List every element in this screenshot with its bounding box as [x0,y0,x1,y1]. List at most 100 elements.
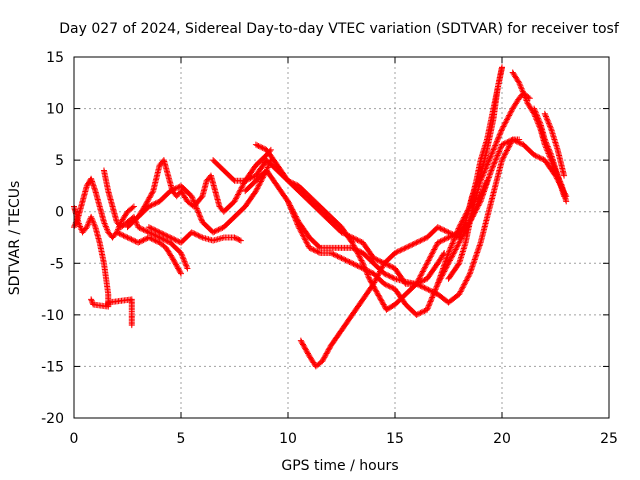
data-point [324,349,331,356]
data-point [379,264,386,271]
data-point [295,222,302,229]
data-point [504,115,511,122]
data-point [545,146,552,153]
data-point [315,249,322,256]
data-point [426,287,433,294]
data-point [145,203,152,210]
data-point [133,221,140,228]
data-point [457,288,464,295]
data-point [492,142,499,149]
data-point [188,193,195,200]
data-point [376,293,383,300]
data-point [531,106,538,113]
y-tick-label: 10 [46,102,64,118]
data-point [367,269,374,276]
data-point [256,143,263,150]
data-point [119,231,126,238]
data-point [196,233,203,240]
data-point [174,264,181,271]
data-point [191,230,198,237]
data-point [148,190,155,197]
data-point [457,221,464,228]
data-point [501,153,508,160]
data-point [172,237,179,244]
data-point [100,219,107,226]
data-point [244,176,251,183]
data-point [433,283,440,290]
data-point [481,184,488,191]
data-point [491,159,498,166]
data-point [232,197,239,204]
data-point [151,237,158,244]
data-point [145,197,152,204]
data-point [432,286,439,293]
series-track-04 [145,224,244,246]
data-point [453,230,460,237]
data-point [507,109,514,116]
data-point [190,197,197,204]
data-point [366,275,373,282]
data-point [486,157,493,164]
data-point [478,191,485,198]
data-point [478,190,485,197]
data-point [492,141,499,148]
data-point [156,229,163,236]
data-point [377,258,384,265]
data-point [500,123,507,130]
data-point [173,262,180,269]
data-point [145,195,152,202]
data-point [84,222,91,229]
data-point [378,265,385,272]
data-point [416,274,423,281]
data-point [216,226,223,233]
data-point [349,239,356,246]
data-point [143,200,150,207]
data-point [523,97,530,104]
data-point [356,253,363,260]
data-point [393,249,400,256]
data-point [309,246,316,253]
data-point [307,245,314,252]
data-point [503,117,510,124]
data-point [230,176,237,183]
data-point [417,272,424,279]
data-point [331,251,338,258]
y-tick-label: -10 [41,308,64,324]
data-point [353,236,360,243]
data-point [421,284,428,291]
data-point [446,229,453,236]
data-point [287,179,294,186]
data-point [161,237,168,244]
data-point [542,112,549,119]
data-point [374,291,381,298]
data-point [211,228,218,235]
data-point [502,150,509,157]
data-point [171,186,178,193]
data-point [376,269,383,276]
data-point [357,238,364,245]
data-point [351,243,358,250]
data-point [543,114,550,121]
data-point [352,246,359,253]
data-point [521,91,528,98]
data-point [497,128,504,135]
data-point [173,237,180,244]
data-point [421,235,428,242]
data-point [319,358,326,365]
data-point [237,237,244,244]
series-track-13 [434,64,505,287]
data-point [505,138,512,145]
data-point [561,172,568,179]
data-point [377,295,384,302]
data-point [155,228,162,235]
data-point [198,194,205,201]
data-point [329,250,336,257]
data-point [457,230,464,237]
data-point [194,208,201,215]
data-point [253,186,260,193]
data-point [450,250,457,257]
data-point [483,162,490,169]
data-point [171,236,178,243]
data-point [288,207,295,214]
data-point [461,213,468,220]
